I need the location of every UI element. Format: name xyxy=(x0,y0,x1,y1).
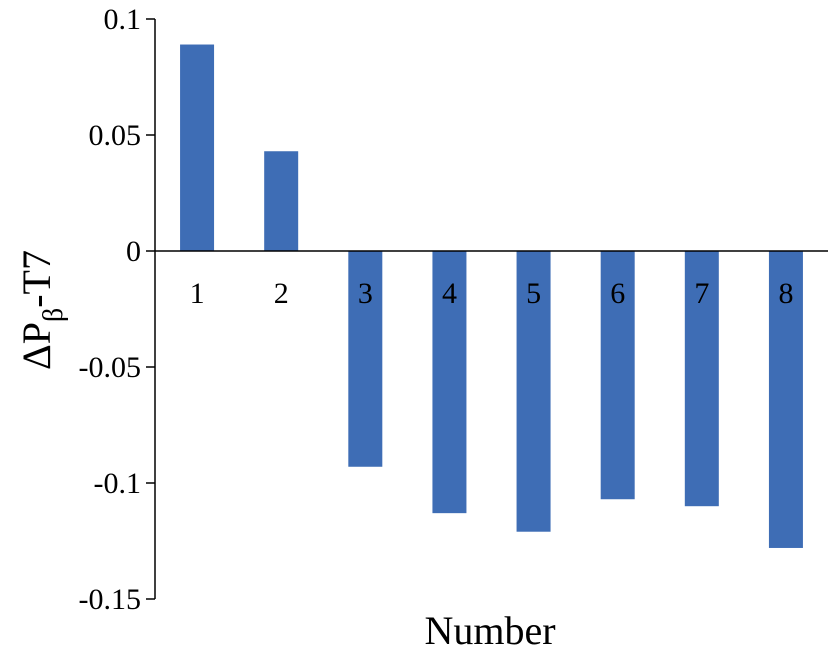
x-tick-label-7: 7 xyxy=(694,277,709,310)
x-tick-label-2: 2 xyxy=(274,277,289,310)
x-axis-title: Number xyxy=(424,608,555,653)
y-tick-label: 0 xyxy=(126,235,141,268)
y-axis-title: ΔPβ-T7 xyxy=(14,250,69,370)
x-tick-label-4: 4 xyxy=(442,277,457,310)
bar-8 xyxy=(768,251,803,548)
bar-2 xyxy=(264,151,299,251)
y-tick-label: -0.15 xyxy=(79,583,142,616)
y-tick-label: -0.1 xyxy=(94,467,142,500)
bar-6 xyxy=(600,251,635,500)
x-tick-label-5: 5 xyxy=(526,277,541,310)
bar-1 xyxy=(180,44,215,251)
x-tick-label-3: 3 xyxy=(358,277,373,310)
bar-3 xyxy=(348,251,383,467)
x-tick-label-8: 8 xyxy=(778,277,793,310)
x-tick-label-1: 1 xyxy=(190,277,205,310)
y-tick-label: -0.05 xyxy=(79,351,142,384)
y-tick-label: 0.05 xyxy=(89,119,142,152)
bar-7 xyxy=(684,251,719,507)
bars-group xyxy=(180,44,803,548)
y-axis-title-suffix: -T7 xyxy=(14,250,59,308)
labels-group: 0.1 0.05 0 -0.05 -0.1 -0.15 1 2 3 4 5 6 7 8 xyxy=(79,3,794,616)
axes-group xyxy=(146,18,828,600)
y-tick-label: 0.1 xyxy=(104,3,142,36)
bar-5 xyxy=(516,251,551,532)
bar-4 xyxy=(432,251,467,514)
y-axis-title-subscript: β xyxy=(38,308,69,322)
y-axis-title-main: ΔP xyxy=(14,322,59,370)
x-tick-label-6: 6 xyxy=(610,277,625,310)
